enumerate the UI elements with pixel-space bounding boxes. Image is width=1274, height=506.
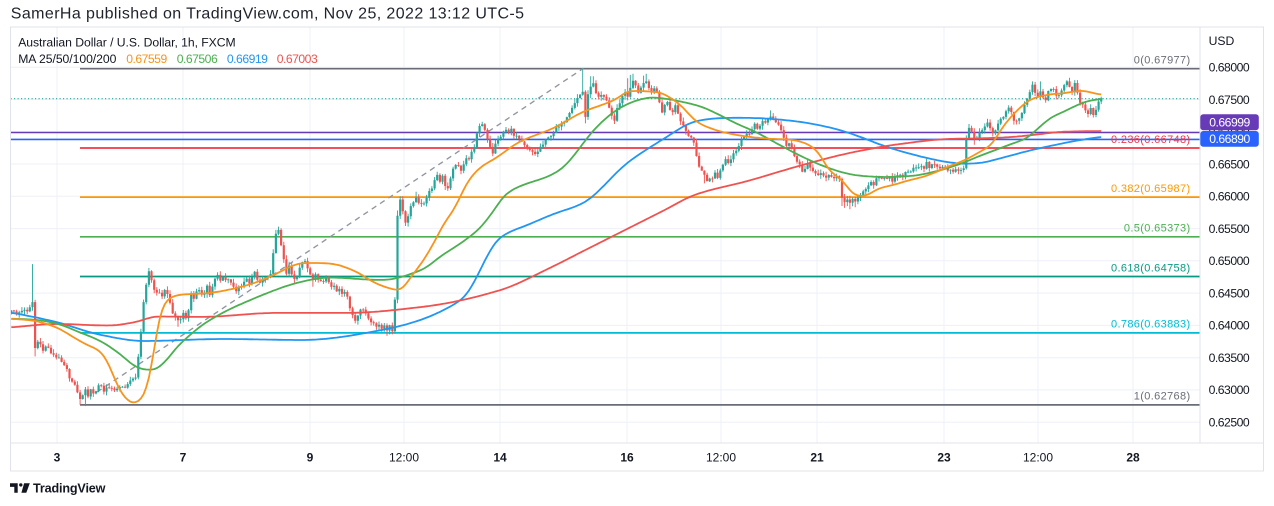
svg-text:USD: USD — [1209, 34, 1235, 48]
svg-text:23: 23 — [937, 450, 951, 464]
svg-text:0.65500: 0.65500 — [1209, 222, 1250, 236]
svg-text:0.66000: 0.66000 — [1209, 190, 1250, 204]
svg-text:0.67559: 0.67559 — [126, 52, 167, 66]
svg-text:14: 14 — [493, 450, 507, 464]
svg-text:Australian Dollar / U.S. Dolla: Australian Dollar / U.S. Dollar, 1h, FXC… — [18, 35, 235, 49]
svg-text:12:00: 12:00 — [389, 450, 419, 464]
svg-text:9: 9 — [307, 450, 314, 464]
svg-text:28: 28 — [1126, 450, 1140, 464]
svg-text:0.66500: 0.66500 — [1209, 157, 1250, 171]
svg-text:0.64500: 0.64500 — [1209, 286, 1250, 300]
svg-text:0.63500: 0.63500 — [1209, 351, 1250, 365]
svg-text:MA 25/50/100/200: MA 25/50/100/200 — [18, 52, 116, 66]
svg-text:0.63000: 0.63000 — [1209, 383, 1250, 397]
svg-text:7: 7 — [180, 450, 187, 464]
svg-text:0.67003: 0.67003 — [277, 52, 318, 66]
svg-text:0.66919: 0.66919 — [227, 52, 268, 66]
svg-text:0.618(0.64758): 0.618(0.64758) — [1111, 262, 1191, 274]
svg-text:0.786(0.63883): 0.786(0.63883) — [1111, 319, 1191, 331]
svg-text:16: 16 — [620, 450, 634, 464]
svg-text:0.64000: 0.64000 — [1209, 319, 1250, 333]
svg-text:0.62500: 0.62500 — [1209, 416, 1250, 430]
svg-text:0.65000: 0.65000 — [1209, 254, 1250, 268]
svg-text:0(0.67977): 0(0.67977) — [1134, 55, 1191, 67]
svg-text:0.67506: 0.67506 — [177, 52, 218, 66]
svg-text:TradingView: TradingView — [33, 482, 106, 496]
svg-text:SamerHa published on TradingVi: SamerHa published on TradingView.com, No… — [11, 5, 525, 22]
svg-text:1(0.62768): 1(0.62768) — [1134, 391, 1191, 403]
svg-text:0.66999: 0.66999 — [1209, 116, 1250, 130]
svg-text:3: 3 — [54, 450, 61, 464]
svg-text:0.66890: 0.66890 — [1209, 132, 1250, 146]
svg-text:12:00: 12:00 — [1023, 450, 1053, 464]
svg-text:0.67500: 0.67500 — [1209, 93, 1250, 107]
svg-text:0.236(0.66748): 0.236(0.66748) — [1111, 134, 1191, 146]
svg-text:0.68000: 0.68000 — [1209, 61, 1250, 75]
svg-text:0.5(0.65373): 0.5(0.65373) — [1124, 223, 1191, 235]
svg-text:0.382(0.65987): 0.382(0.65987) — [1111, 183, 1191, 195]
svg-text:12:00: 12:00 — [706, 450, 736, 464]
svg-text:21: 21 — [810, 450, 824, 464]
